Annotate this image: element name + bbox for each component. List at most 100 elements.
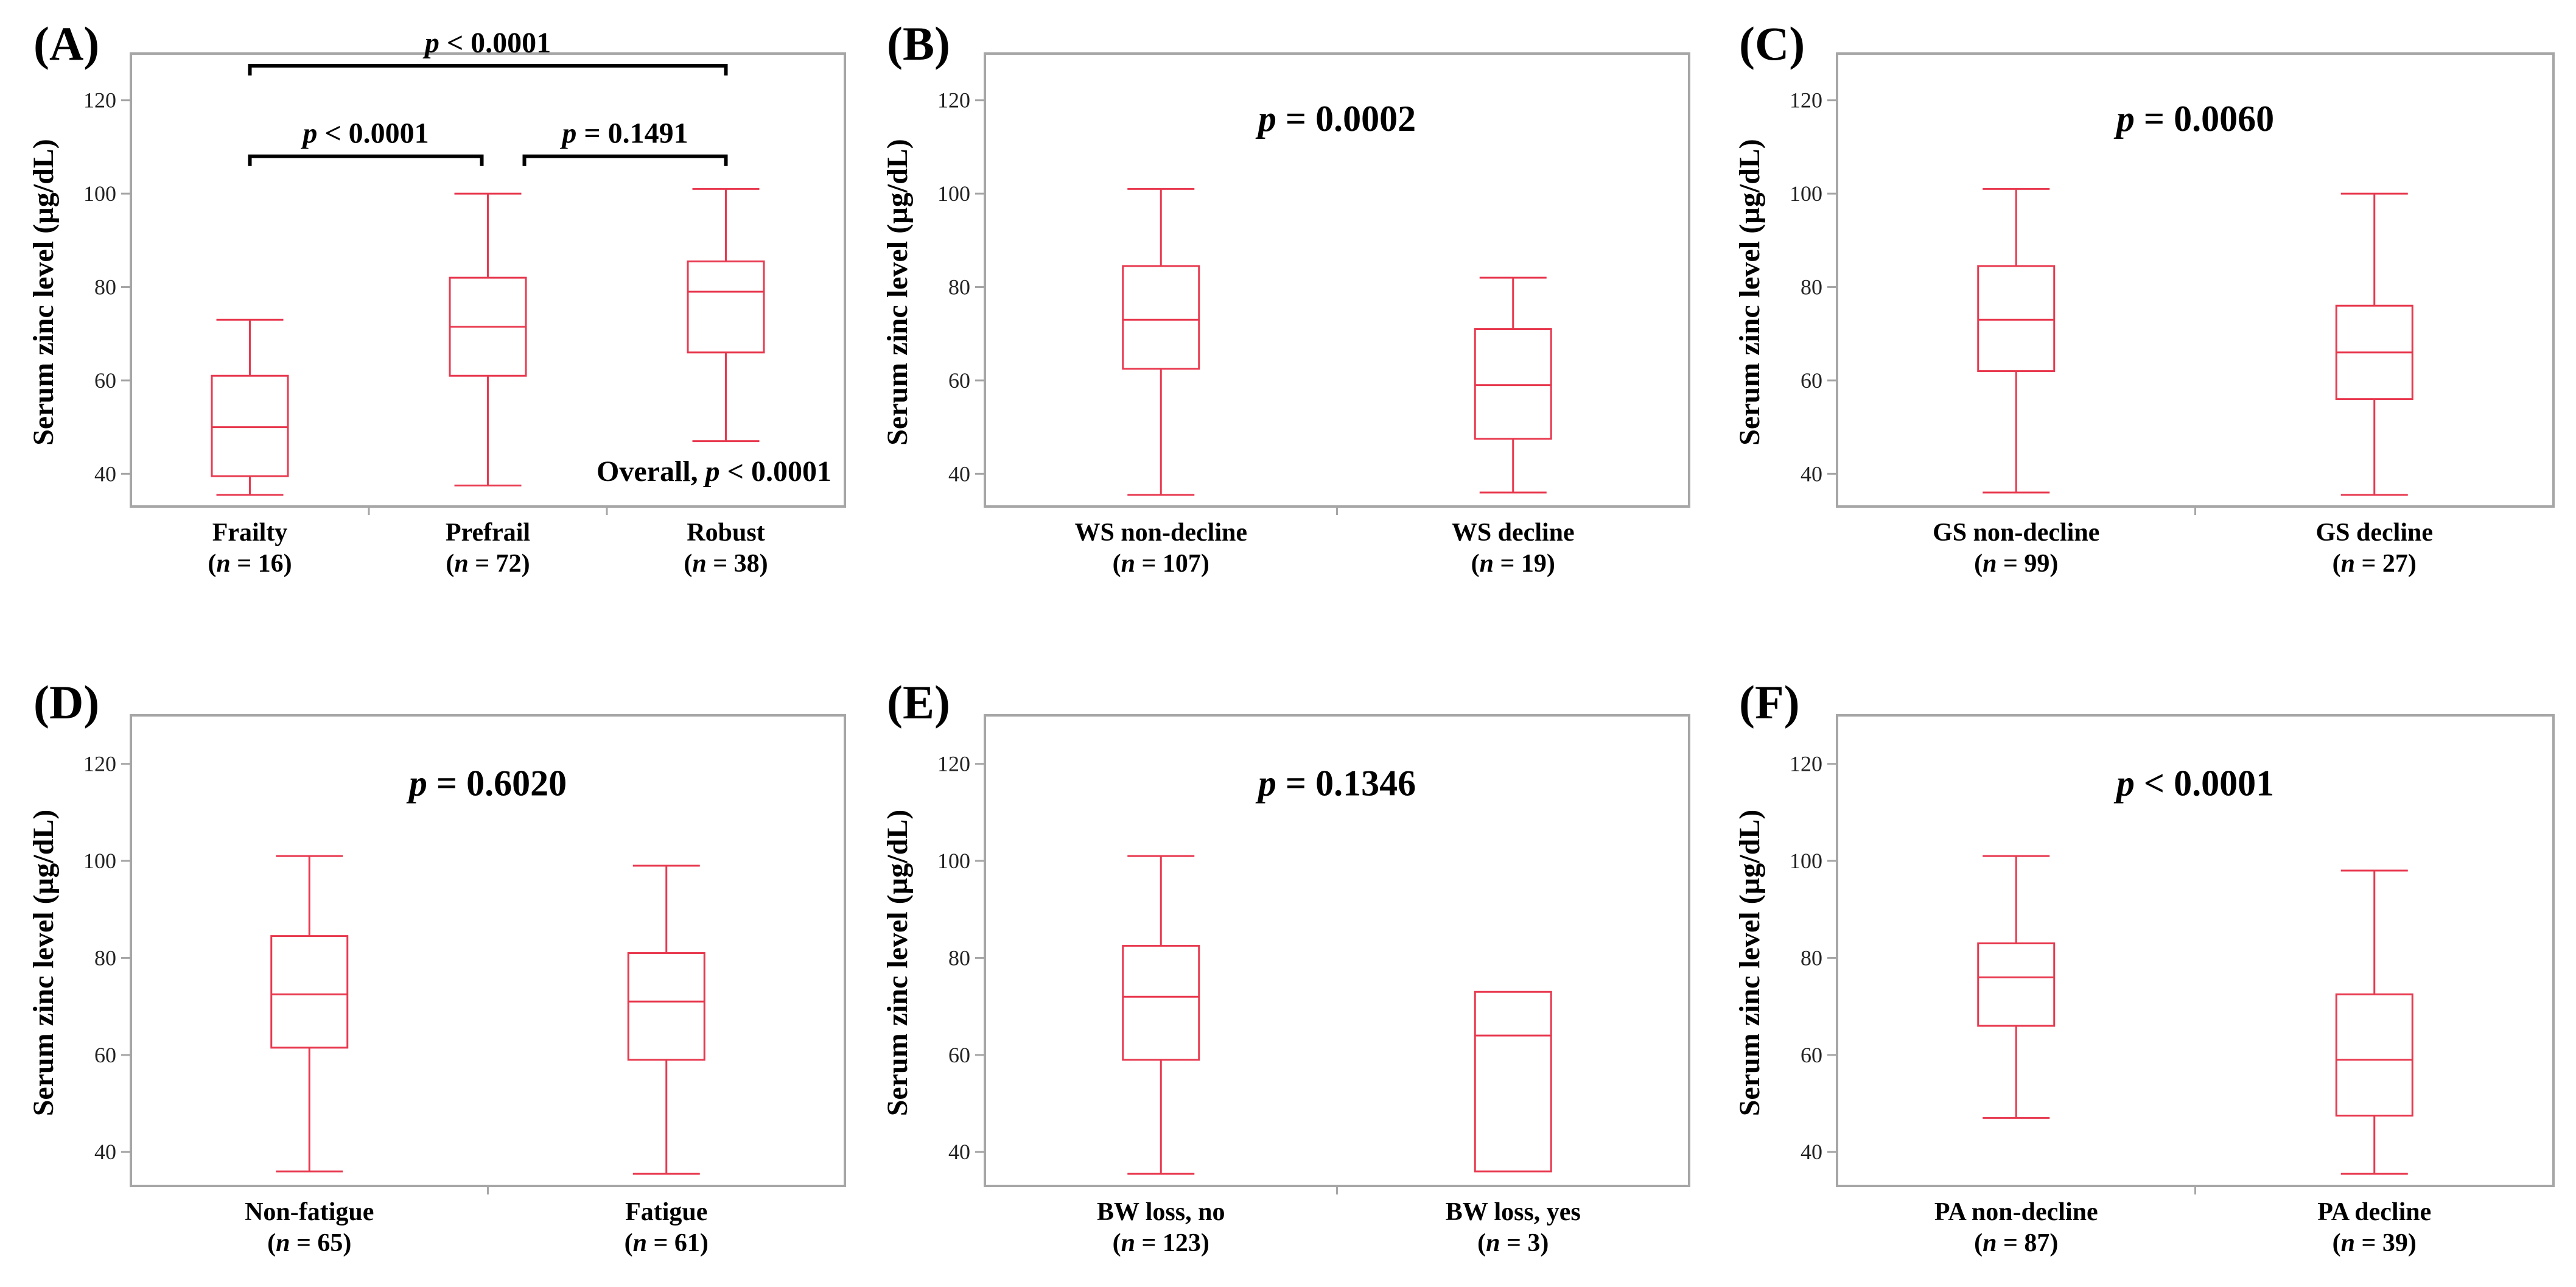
n-symbol: n [454,550,468,578]
panel-d: (D) 40 60 80 100 120 Serum zinc level (µg/dL) N… [27,676,846,1257]
n-value: = 72) [469,550,530,578]
y-tick-label: 40 [1801,1140,1822,1164]
n-value: = 19) [1494,550,1555,578]
box-1 [1474,991,1552,1173]
y-tick-label: 60 [948,1043,970,1067]
n-label: (n = 39) [2333,1229,2417,1257]
n-symbol: n [276,1229,290,1257]
n-paren-open: ( [208,550,216,578]
p-text: = 0.1346 [1276,763,1416,804]
p-text: = 0.0060 [2135,99,2274,139]
n-paren-open: ( [625,1229,633,1257]
category-label: Robust [687,519,765,547]
bracket-p-value: p < 0.0001 [300,117,429,150]
box-0 [1977,855,2056,1119]
panel-f: (F) 40 60 80 100 120 Serum zinc level (µg/dL) P… [1734,676,2555,1257]
y-tick-label: 80 [94,275,116,300]
y-tick-label: 100 [937,849,970,873]
box-1 [1474,276,1552,494]
n-paren-open: ( [446,550,454,578]
y-tick-label: 80 [1801,275,1822,300]
comparison-bracket: p = 0.1491 [522,117,728,166]
n-symbol: n [216,550,230,578]
y-tick-label: 80 [948,945,970,970]
panel-label: (B) [887,17,950,70]
y-tick-label: 80 [94,945,116,970]
y-tick-label: 100 [1790,181,1822,206]
n-symbol: n [1983,550,1997,578]
box-0 [1122,855,1200,1175]
p-symbol: p [559,117,576,150]
p-value: p < 0.0001 [2113,763,2274,804]
y-tick-label: 80 [948,275,970,300]
bracket-p-value: p < 0.0001 [422,27,551,59]
overall-prefix: Overall, [597,455,705,488]
n-label: (n = 19) [1471,550,1555,578]
iqr-box [1474,991,1552,1173]
iqr-box [627,952,705,1061]
box-1 [449,192,527,486]
y-tick-label: 40 [94,461,116,486]
box-0 [211,318,289,496]
y-tick-label: 120 [1790,88,1822,113]
y-tick-label: 60 [948,368,970,393]
panel-b: (B) 40 60 80 100 120 Serum zinc level (µg/dL) W… [881,17,1690,578]
overall-p-value: Overall, p < 0.0001 [597,455,831,488]
p-value: p = 0.1346 [1255,763,1416,804]
panel-label: (C) [1739,17,1805,70]
n-paren-open: ( [1113,550,1121,578]
n-value: = 87) [1997,1229,2058,1257]
n-label: (n = 123) [1113,1229,1209,1257]
comparison-bracket: p < 0.0001 [248,117,484,166]
n-symbol: n [1983,1229,1997,1257]
iqr-box [270,935,349,1049]
n-paren-open: ( [684,550,692,578]
p-symbol: p [2113,99,2135,139]
p-text: = 0.0002 [1276,99,1416,139]
panel-c: (C) 40 60 80 100 120 Serum zinc level (µg/dL) G… [1734,17,2555,578]
y-tick-label: 120 [83,752,116,776]
p-value: p = 0.6020 [406,763,567,804]
n-symbol: n [692,550,706,578]
bracket-line [248,154,484,166]
category-label: PA decline [2317,1198,2431,1226]
n-label: (n = 99) [1974,550,2058,578]
n-value: = 107) [1135,550,1209,578]
n-symbol: n [1121,550,1135,578]
n-symbol: n [1480,550,1494,578]
y-axis-title: Serum zinc level (µg/dL) [1734,810,1766,1117]
bracket-line [522,154,728,166]
y-tick-label: 120 [83,88,116,113]
panel-a: (A) 40 60 80 100 120 Serum zinc level (µg/dL) F… [27,17,846,578]
n-label: (n = 3) [1477,1229,1549,1257]
n-value: = 61) [647,1229,709,1257]
y-tick-label: 60 [94,368,116,393]
n-paren-open: ( [1471,550,1480,578]
p-symbol: p [406,763,427,804]
n-label: (n = 87) [1974,1229,2058,1257]
bracket-line [248,64,728,75]
n-value: = 99) [1997,550,2058,578]
n-label: (n = 107) [1113,550,1209,578]
p-symbol: p [300,117,317,150]
n-paren-open: ( [1974,1229,1983,1257]
n-label: (n = 38) [684,550,768,578]
p-symbol: p [703,455,720,488]
y-tick-label: 100 [937,181,970,206]
n-label: (n = 72) [446,550,530,578]
p-text: < 0.0001 [720,455,831,488]
panel-label: (A) [33,17,99,70]
y-tick-label: 40 [948,1140,970,1164]
iqr-box [1977,265,2056,373]
n-value: = 27) [2355,550,2417,578]
n-paren-open: ( [1974,550,1983,578]
p-symbol: p [422,27,439,59]
n-symbol: n [1121,1229,1135,1257]
n-symbol: n [2341,1229,2355,1257]
box-0 [1977,188,2056,494]
box-2 [687,188,765,443]
iqr-box [1122,945,1200,1061]
n-label: (n = 61) [625,1229,709,1257]
box-0 [270,855,349,1173]
